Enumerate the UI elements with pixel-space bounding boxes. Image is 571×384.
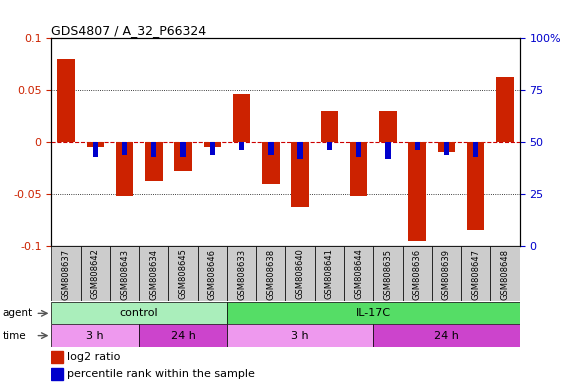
Bar bbox=[496, 77, 514, 142]
Bar bbox=[86, 142, 104, 147]
Bar bbox=[180, 142, 186, 157]
Text: GSM808636: GSM808636 bbox=[413, 248, 422, 300]
Bar bbox=[139, 246, 168, 301]
Bar bbox=[51, 302, 227, 324]
Text: log2 ratio: log2 ratio bbox=[67, 352, 120, 362]
Bar bbox=[57, 59, 75, 142]
Text: GSM808647: GSM808647 bbox=[471, 248, 480, 300]
Bar bbox=[227, 246, 256, 301]
Bar bbox=[81, 246, 110, 301]
Text: 24 h: 24 h bbox=[171, 331, 195, 341]
Bar bbox=[373, 246, 403, 301]
Bar bbox=[432, 246, 461, 301]
Bar bbox=[385, 142, 391, 159]
Bar bbox=[320, 111, 338, 142]
Bar bbox=[403, 246, 432, 301]
Bar bbox=[461, 246, 490, 301]
Bar bbox=[444, 142, 449, 154]
Text: GSM808640: GSM808640 bbox=[296, 248, 305, 300]
Text: GSM808637: GSM808637 bbox=[62, 248, 71, 300]
Bar bbox=[437, 142, 455, 152]
Bar bbox=[145, 142, 163, 182]
Bar bbox=[291, 142, 309, 207]
Bar bbox=[286, 246, 315, 301]
Bar bbox=[93, 142, 98, 157]
Bar bbox=[415, 142, 420, 151]
Bar bbox=[51, 324, 139, 347]
Bar bbox=[408, 142, 426, 240]
Bar bbox=[379, 111, 397, 142]
Bar bbox=[198, 246, 227, 301]
Bar bbox=[151, 142, 156, 157]
Text: 24 h: 24 h bbox=[434, 331, 459, 341]
Bar bbox=[239, 142, 244, 151]
Bar bbox=[344, 246, 373, 301]
Text: GSM808644: GSM808644 bbox=[354, 248, 363, 300]
Text: GSM808645: GSM808645 bbox=[179, 248, 188, 300]
Bar bbox=[268, 142, 274, 154]
Bar bbox=[116, 142, 133, 196]
Text: percentile rank within the sample: percentile rank within the sample bbox=[67, 369, 255, 379]
Text: agent: agent bbox=[3, 308, 33, 318]
Text: GSM808639: GSM808639 bbox=[442, 248, 451, 300]
Text: control: control bbox=[120, 308, 159, 318]
Bar bbox=[467, 142, 484, 230]
Text: GSM808642: GSM808642 bbox=[91, 248, 100, 300]
Bar bbox=[110, 246, 139, 301]
Text: GSM808638: GSM808638 bbox=[266, 248, 275, 300]
Bar bbox=[350, 142, 367, 196]
Bar bbox=[168, 246, 198, 301]
Bar bbox=[51, 246, 81, 301]
Bar bbox=[51, 351, 63, 364]
Text: GDS4807 / A_32_P66324: GDS4807 / A_32_P66324 bbox=[51, 24, 207, 37]
Bar bbox=[210, 142, 215, 154]
Text: GSM808635: GSM808635 bbox=[383, 248, 392, 300]
Bar bbox=[233, 94, 250, 142]
Text: 3 h: 3 h bbox=[86, 331, 104, 341]
Bar bbox=[490, 246, 520, 301]
Text: GSM808643: GSM808643 bbox=[120, 248, 129, 300]
Bar bbox=[122, 142, 127, 154]
Bar bbox=[174, 142, 192, 171]
Text: GSM808634: GSM808634 bbox=[149, 248, 158, 300]
Text: GSM808648: GSM808648 bbox=[500, 248, 509, 300]
Bar bbox=[356, 142, 361, 157]
Bar bbox=[373, 324, 520, 347]
Bar bbox=[315, 246, 344, 301]
Bar bbox=[297, 142, 303, 159]
Bar bbox=[327, 142, 332, 151]
Text: time: time bbox=[3, 331, 26, 341]
Bar bbox=[139, 324, 227, 347]
Bar bbox=[51, 367, 63, 381]
Text: 3 h: 3 h bbox=[291, 331, 309, 341]
Text: IL-17C: IL-17C bbox=[356, 308, 391, 318]
Bar bbox=[473, 142, 478, 157]
Text: GSM808633: GSM808633 bbox=[237, 248, 246, 300]
Text: GSM808641: GSM808641 bbox=[325, 248, 334, 300]
Bar bbox=[203, 142, 221, 147]
Bar bbox=[227, 324, 373, 347]
Bar bbox=[256, 246, 286, 301]
Text: GSM808646: GSM808646 bbox=[208, 248, 217, 300]
Bar bbox=[227, 302, 520, 324]
Bar bbox=[262, 142, 280, 184]
